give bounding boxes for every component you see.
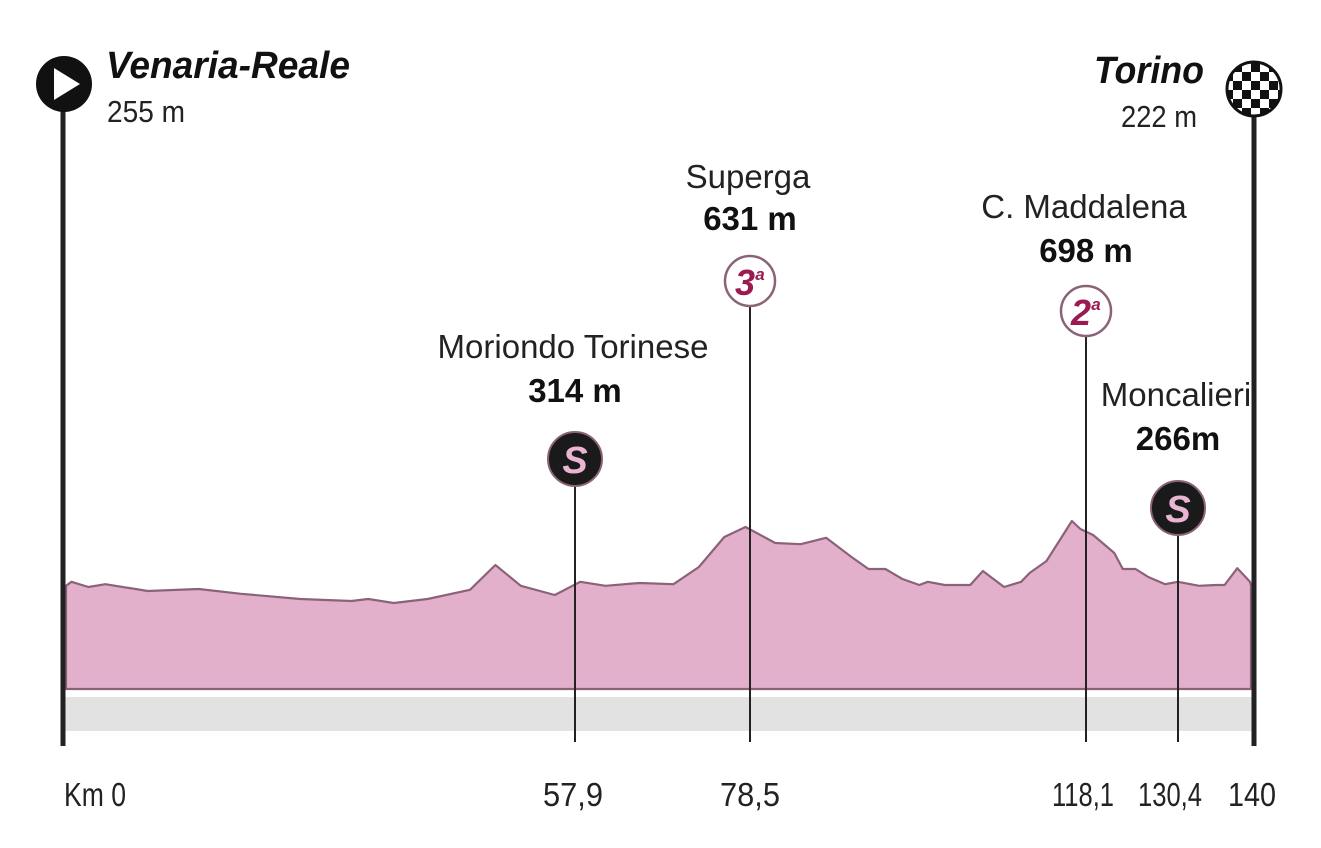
sprint-badge-label: S — [1165, 489, 1190, 531]
climb-altitude: 266m — [1136, 420, 1220, 457]
climb-altitude: 698 m — [1039, 232, 1133, 269]
climb-marker: Superga 631 m 3 a — [686, 158, 811, 742]
sprint-badge-icon: S — [1150, 480, 1206, 536]
climb-marker: Moncalieri 266m S — [1101, 376, 1251, 742]
x-tick-label: 57,9 — [543, 776, 603, 813]
start-altitude: 255 m — [107, 94, 185, 129]
x-tick-label: 118,1 — [1052, 776, 1114, 813]
x-tick-label: 78,5 — [720, 776, 780, 813]
kom-category-number: 3 — [735, 262, 755, 303]
climb-marker: Moriondo Torinese 314 m S — [438, 328, 709, 742]
climb-name: Moriondo Torinese — [438, 328, 709, 365]
elevation-profile-area — [64, 519, 1253, 691]
kom-category-number: 2 — [1070, 292, 1091, 333]
start-name: Venaria-Reale — [106, 45, 350, 87]
x-tick-label: 140 — [1228, 776, 1276, 813]
climb-name: Moncalieri — [1101, 376, 1251, 413]
climb-altitude: 631 m — [703, 200, 797, 237]
finish-altitude: 222 m — [1121, 99, 1197, 134]
finish-name: Torino — [1094, 50, 1204, 92]
climb-marker: C. Maddalena 698 m 2 a — [981, 188, 1187, 742]
kom-category-ordinal: a — [755, 265, 764, 284]
sprint-badge-label: S — [562, 440, 587, 482]
climb-altitude: 314 m — [528, 372, 622, 409]
x-tick-label: 130,4 — [1138, 776, 1202, 813]
climb-name: Superga — [686, 158, 811, 195]
finish-flag-icon — [1225, 60, 1283, 118]
sprint-badge-icon: S — [547, 431, 603, 487]
x-axis-ticks: Km 0 57,9 78,5 118,1 130,4 140 — [64, 776, 1276, 813]
climb-name: C. Maddalena — [981, 188, 1187, 225]
kom-category-ordinal: a — [1091, 295, 1100, 314]
road-strip — [65, 697, 1252, 731]
x-tick-label: Km 0 — [64, 776, 126, 813]
start-play-icon — [36, 56, 92, 112]
